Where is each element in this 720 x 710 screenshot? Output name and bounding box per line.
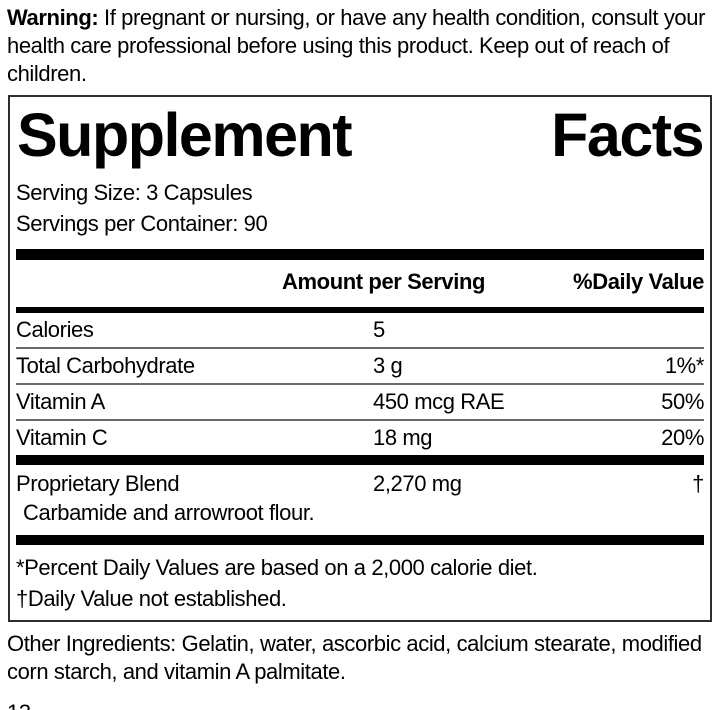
nutrient-amount: 3 g (373, 353, 403, 378)
footnote-dv-not-established: †Daily Value not established. (16, 586, 287, 611)
footnote-daily-value-basis: *Percent Daily Values are based on a 2,0… (16, 555, 538, 580)
warning-label: Warning: (7, 5, 99, 30)
nutrient-name: Calories (16, 317, 94, 342)
panel-title: Supplement Facts (17, 101, 705, 169)
divider-bar-proprietary-top (16, 455, 704, 465)
nutrient-daily-value: 50% (661, 389, 704, 414)
divider-bar-header (16, 307, 704, 313)
table-row-total-carbohydrate: Total Carbohydrate 3 g 1%* (16, 347, 704, 383)
table-row-vitamin-a: Vitamin A 450 mcg RAE 50% (16, 383, 704, 419)
proprietary-blend-description: Carbamide and arrowroot flour. (23, 500, 315, 525)
nutrient-daily-value: 1%* (664, 353, 705, 378)
table-row-proprietary-blend: Proprietary Blend 2,270 mg † (16, 465, 704, 498)
nutrient-daily-value: 20% (661, 425, 704, 450)
page-number: 13 (7, 700, 712, 710)
daily-value-header: %Daily Value (573, 269, 704, 294)
supplement-facts-panel: Supplement Facts Serving Size: 3 Capsule… (8, 95, 712, 622)
footnotes: *Percent Daily Values are based on a 2,0… (16, 545, 704, 614)
divider-bar-proprietary-bottom (16, 535, 704, 545)
warning-text: Warning: If pregnant or nursing, or have… (7, 4, 712, 88)
table-row-calories: Calories 5 (16, 313, 704, 347)
amount-per-serving-header: Amount per Serving (282, 269, 486, 294)
nutrient-name: Vitamin A (16, 389, 105, 414)
nutrient-amount: 5 (373, 317, 385, 342)
nutrient-name: Vitamin C (16, 425, 108, 450)
serving-size: Serving Size: 3 Capsules (16, 180, 253, 205)
divider-bar-top (16, 249, 704, 260)
nutrient-amount: 450 mcg RAE (373, 389, 505, 414)
nutrient-name: Proprietary Blend (16, 471, 180, 496)
table-header-row: Amount per Serving %Daily Value (16, 260, 704, 307)
nutrient-name: Total Carbohydrate (16, 353, 195, 378)
nutrient-amount: 2,270 mg (373, 471, 462, 496)
nutrient-amount: 18 mg (373, 425, 433, 450)
table-row-vitamin-c: Vitamin C 18 mg 20% (16, 419, 704, 455)
servings-per-container: Servings per Container: 90 (16, 211, 268, 236)
nutrient-daily-value: † (692, 471, 704, 496)
warning-body: If pregnant or nursing, or have any heal… (7, 5, 706, 86)
other-ingredients: Other Ingredients: Gelatin, water, ascor… (7, 631, 702, 684)
